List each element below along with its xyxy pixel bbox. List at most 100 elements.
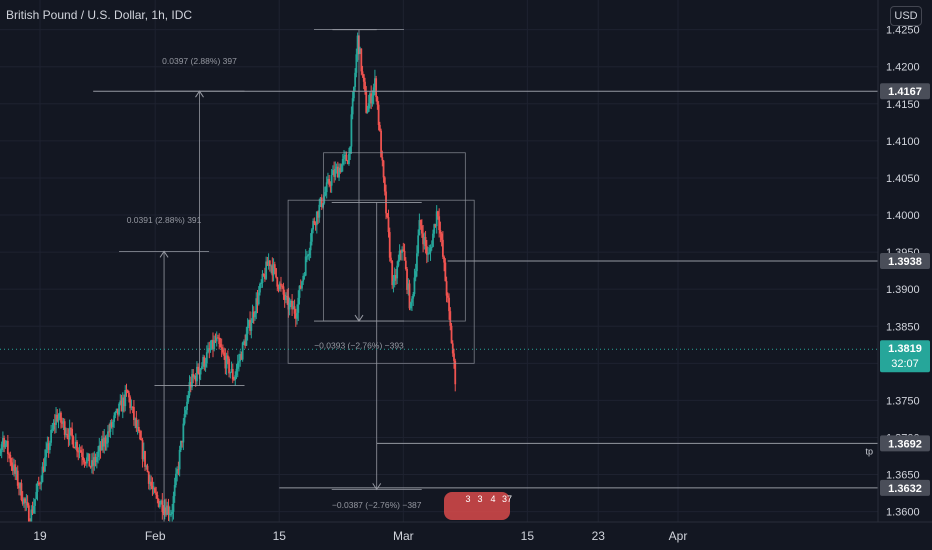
y-tick-label: 1.4250	[886, 25, 920, 37]
candle-body	[228, 358, 230, 374]
candle-body	[118, 403, 120, 415]
candle-body	[266, 261, 269, 266]
candle-body	[56, 414, 59, 422]
candle-body	[170, 514, 172, 516]
candle-body	[323, 195, 326, 204]
candle-body	[110, 422, 113, 427]
candle-body	[42, 466, 45, 472]
candle-body	[32, 505, 35, 513]
candle-body	[19, 483, 22, 489]
candle-body	[294, 313, 297, 319]
candle-body	[402, 249, 405, 251]
candle-body	[242, 341, 245, 343]
currency-button[interactable]: USD	[890, 6, 922, 26]
candle-body	[151, 485, 154, 490]
candle-body	[230, 369, 233, 373]
candle-body	[325, 182, 328, 193]
candle-body	[197, 366, 200, 374]
candle-body	[156, 494, 159, 499]
candle-body	[280, 283, 282, 286]
last-price-countdown: 32:07	[891, 358, 919, 370]
candle-body	[351, 98, 354, 115]
candle-body	[3, 437, 6, 448]
measure-arrowhead	[372, 483, 382, 491]
candle-body	[390, 257, 392, 261]
candle-body	[304, 256, 307, 276]
candle-body	[399, 250, 402, 253]
candle-body	[116, 408, 119, 415]
candle-body	[313, 220, 316, 224]
candle-body	[236, 362, 239, 369]
candle-body	[65, 433, 67, 435]
candle-body	[0, 449, 2, 454]
candle-body	[341, 159, 344, 165]
candle-body	[208, 348, 211, 351]
candle-body	[212, 340, 214, 350]
candle-body	[76, 441, 78, 452]
candle-body	[435, 211, 438, 227]
candle-body	[160, 500, 162, 505]
candle-body	[318, 204, 321, 218]
candles	[0, 32, 457, 533]
candle-body	[73, 447, 76, 449]
candle-body	[335, 166, 338, 169]
x-tick-label: Mar	[393, 529, 414, 543]
candle-body	[88, 453, 91, 467]
candle-body	[319, 197, 322, 205]
candle-body	[407, 283, 410, 290]
candle-body	[9, 454, 12, 463]
candle-body	[93, 457, 96, 466]
candle-body	[39, 483, 41, 485]
candle-body	[16, 470, 19, 486]
candle-body	[6, 440, 9, 454]
candle-body	[128, 392, 130, 398]
candle-body	[432, 233, 434, 247]
candle-body	[289, 300, 292, 303]
candle-body	[444, 262, 447, 282]
candle-body	[330, 175, 333, 186]
candle-body	[5, 440, 8, 444]
candle-body	[381, 157, 384, 161]
candle-body	[408, 283, 411, 309]
candle-body	[133, 407, 135, 421]
candle-body	[74, 441, 77, 449]
candle-body	[188, 382, 191, 396]
candle-body	[48, 442, 51, 451]
last-price-label-bg	[880, 340, 930, 373]
candle-body	[365, 91, 368, 113]
candle-body	[199, 368, 202, 375]
candle-body	[203, 357, 206, 367]
candle-body	[136, 426, 139, 429]
candle-body	[296, 312, 298, 319]
candle-body	[448, 297, 450, 312]
candle-body	[25, 501, 28, 503]
candle-body	[210, 340, 213, 349]
x-tick-label: 23	[592, 529, 606, 543]
candle-body	[288, 302, 291, 310]
candle-body	[413, 277, 416, 295]
candle-body	[126, 390, 129, 393]
candle-body	[78, 450, 81, 452]
candle-body	[398, 250, 401, 260]
candle-body	[175, 473, 177, 486]
candle-body	[36, 482, 39, 492]
candle-body	[31, 509, 34, 513]
candle-body	[130, 406, 133, 409]
candle-body	[46, 443, 49, 450]
candle-body	[8, 453, 10, 455]
x-tick-label: 15	[521, 529, 535, 543]
candle-body	[338, 167, 340, 178]
candle-body	[251, 311, 254, 323]
candle-body	[392, 280, 395, 286]
candle-body	[102, 438, 104, 447]
x-tick-label: Apr	[669, 529, 688, 543]
candle-body	[104, 437, 107, 444]
candle-body	[324, 192, 327, 196]
event-marker: 3	[477, 494, 482, 504]
price-label: 1.3692	[888, 438, 922, 450]
y-tick-label: 1.4150	[886, 99, 920, 111]
candle-body	[23, 498, 25, 504]
candle-body	[283, 294, 286, 301]
